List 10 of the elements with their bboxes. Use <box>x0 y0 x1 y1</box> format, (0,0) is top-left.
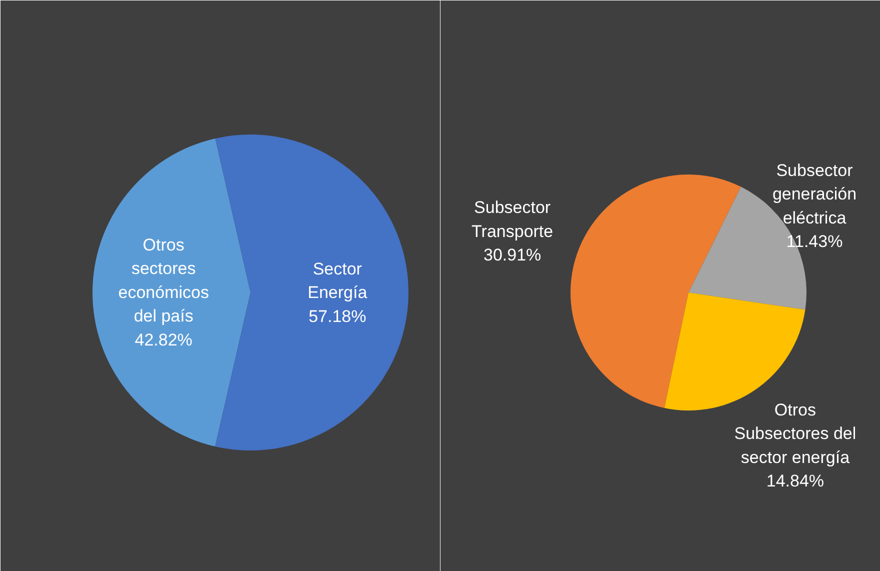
data-label: 30.91% <box>484 246 542 265</box>
data-label: 14.84% <box>766 472 824 491</box>
slice-label: Otros Subsectores del sector energía <box>734 400 856 467</box>
data-label: 11.43% <box>786 232 843 252</box>
slice-label: Subsector generación eléctrica <box>772 160 857 228</box>
slice-label: Otros sectores económicos del país <box>118 235 209 326</box>
data-label: 42.82% <box>134 330 192 350</box>
slice-label: Subsector Transporte <box>472 198 554 241</box>
slice-label: Sector Energía <box>308 259 368 302</box>
data-label: 57.18% <box>308 306 366 326</box>
